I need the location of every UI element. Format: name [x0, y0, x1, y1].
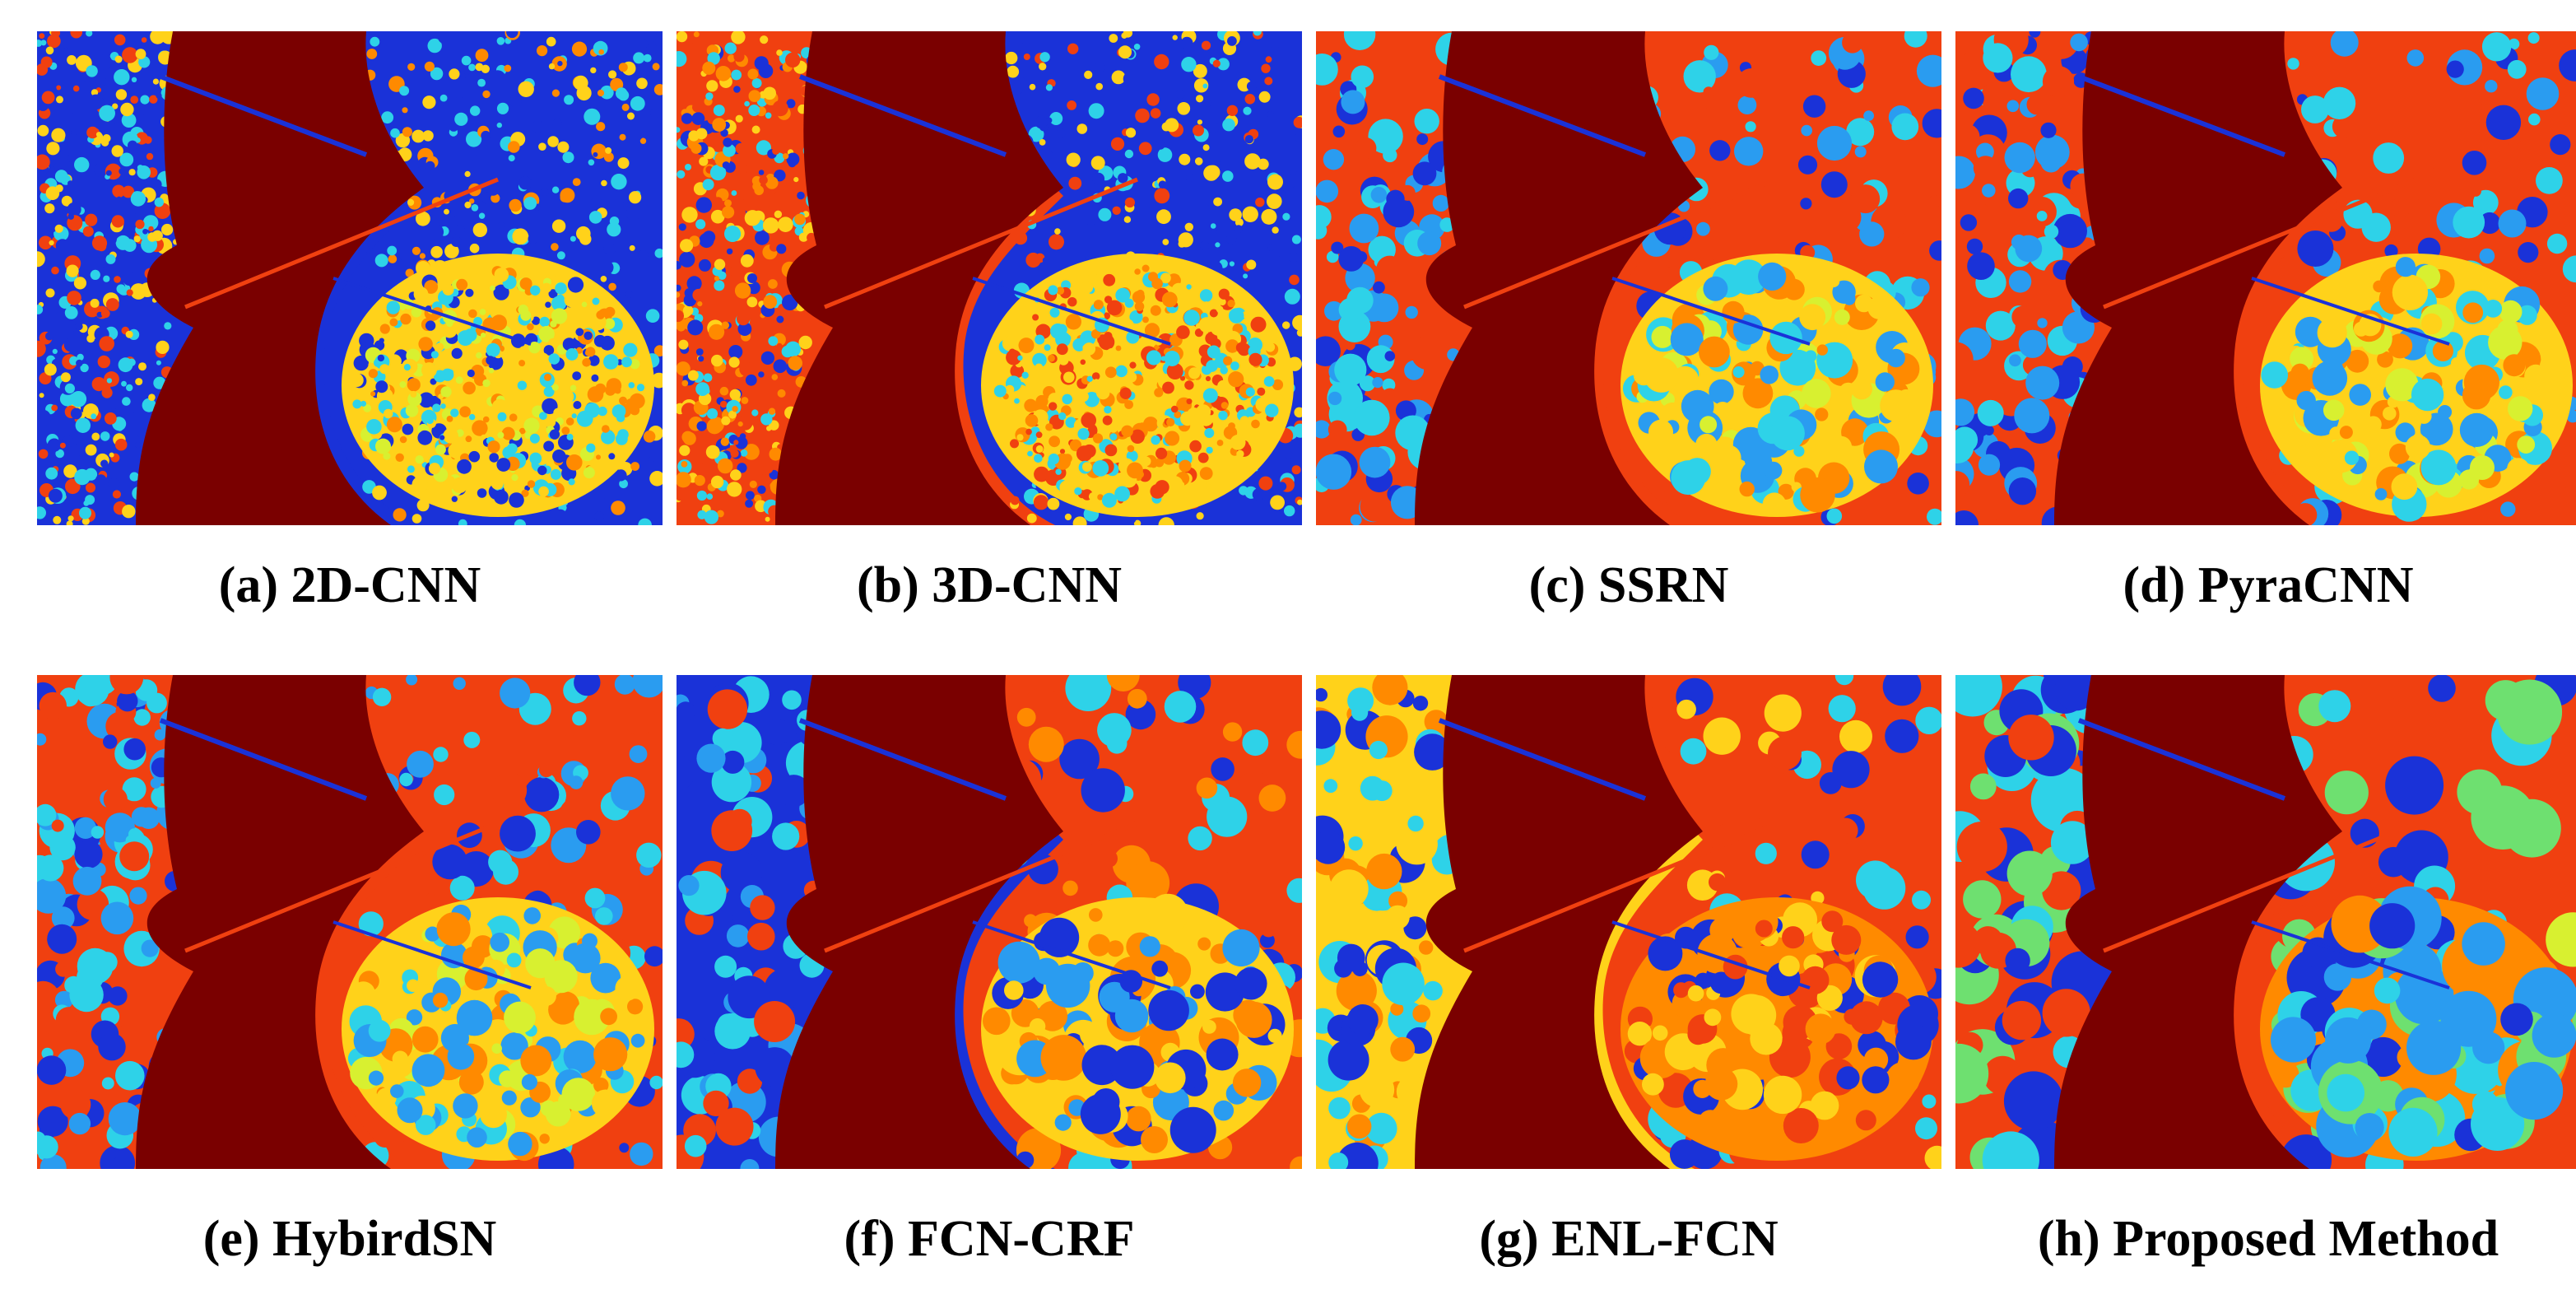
- panel-caption: (f) FCN-CRF: [844, 1211, 1135, 1267]
- panel-caption: (b) 3D-CNN: [856, 557, 1123, 613]
- panel-caption: (d) PyraCNN: [2123, 557, 2414, 613]
- panel-caption: (g) ENL-FCN: [1479, 1211, 1779, 1267]
- classification-map: [1316, 31, 1941, 525]
- classification-map: [1955, 675, 2576, 1169]
- classification-map: [37, 675, 663, 1169]
- panel-caption: (e) HybirdSN: [202, 1211, 497, 1267]
- classification-map: [37, 31, 663, 525]
- classification-map: [1955, 31, 2576, 525]
- classification-map: [677, 31, 1302, 525]
- classification-map: [1316, 675, 1941, 1169]
- classification-map: [677, 675, 1302, 1169]
- panel-caption: (h) Proposed Method: [2037, 1211, 2499, 1267]
- panel-caption: (c) SSRN: [1528, 557, 1729, 613]
- panel-caption: (a) 2D-CNN: [218, 557, 481, 613]
